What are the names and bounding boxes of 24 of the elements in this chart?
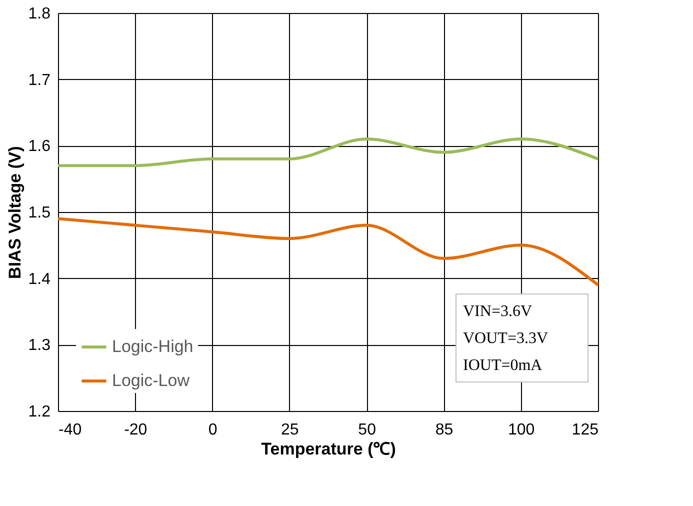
y-tick-label: 1.8: [28, 6, 51, 22]
x-axis-title: Temperature (℃): [261, 440, 396, 458]
y-tick-label: 1.2: [28, 404, 51, 420]
x-tick-label: -20: [124, 422, 148, 438]
annotation: VIN=3.6V: [463, 303, 532, 320]
y-tick-label: 1.5: [28, 204, 51, 222]
x-tick-label: 85: [435, 422, 454, 438]
x-tick-label: 0: [208, 422, 218, 438]
legend-label: Logic-High: [112, 337, 194, 356]
legend-label: Logic-Low: [112, 371, 190, 390]
y-axis-title: BIAS Voltage (V): [5, 146, 24, 279]
annotation: VOUT=3.3V: [463, 330, 548, 347]
x-tick-label: -40: [58, 422, 82, 438]
line-series: [56, 217, 600, 286]
annotation: IOUT=0mA: [463, 357, 543, 374]
y-tick-label: 1.6: [28, 138, 51, 156]
y-tick-label: 1.3: [28, 337, 51, 354]
x-tick-label: 100: [508, 422, 535, 438]
x-tick-label: 125: [572, 422, 599, 438]
y-tick-label: 1.4: [28, 270, 51, 288]
x-tick-label: 25: [281, 422, 299, 438]
y-tick-label: 1.7: [28, 72, 51, 89]
x-tick-label: 50: [358, 422, 376, 438]
line-series: [56, 138, 600, 168]
